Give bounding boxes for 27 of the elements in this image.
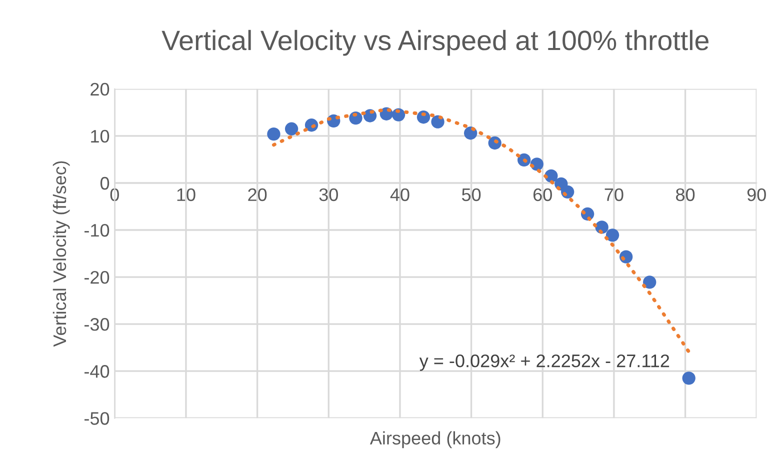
x-tick-label: 10: [177, 188, 196, 202]
x-tick-label: 90: [747, 188, 766, 202]
x-tick-label: 30: [319, 188, 338, 202]
point: [267, 127, 280, 141]
y-tick-label: 10: [91, 130, 110, 143]
y-tick-label: 0: [100, 176, 110, 190]
x-axis-title: Airspeed (knots): [370, 431, 500, 448]
x-tick-label: 50: [462, 188, 481, 202]
x-tick-label: 80: [676, 188, 695, 202]
y-tick-label: -40: [84, 365, 110, 378]
y-tick-label: -10: [84, 224, 110, 237]
point: [643, 276, 656, 289]
x-tick-label: 40: [390, 188, 410, 202]
point: [284, 122, 298, 136]
chart-title: Vertical Velocity vs Airspeed at 100% throttle: [162, 30, 708, 56]
point: [682, 372, 696, 385]
x-tick-label: 0: [110, 188, 119, 202]
x-tick-label: 20: [248, 188, 267, 202]
annotation: y = -0.029x² + 2.2252x - 27.112: [419, 354, 670, 371]
y-tick-label: -20: [84, 270, 110, 284]
y-tick-label: -50: [84, 412, 110, 425]
point: [606, 228, 620, 242]
x-tick-label: 70: [604, 188, 624, 202]
y-tick-label: -30: [84, 318, 110, 331]
y-axis-title: Vertical Velocity (ft/sec): [52, 161, 70, 347]
y-tick-label: 20: [90, 82, 110, 96]
x-tick-label: 60: [533, 188, 552, 202]
